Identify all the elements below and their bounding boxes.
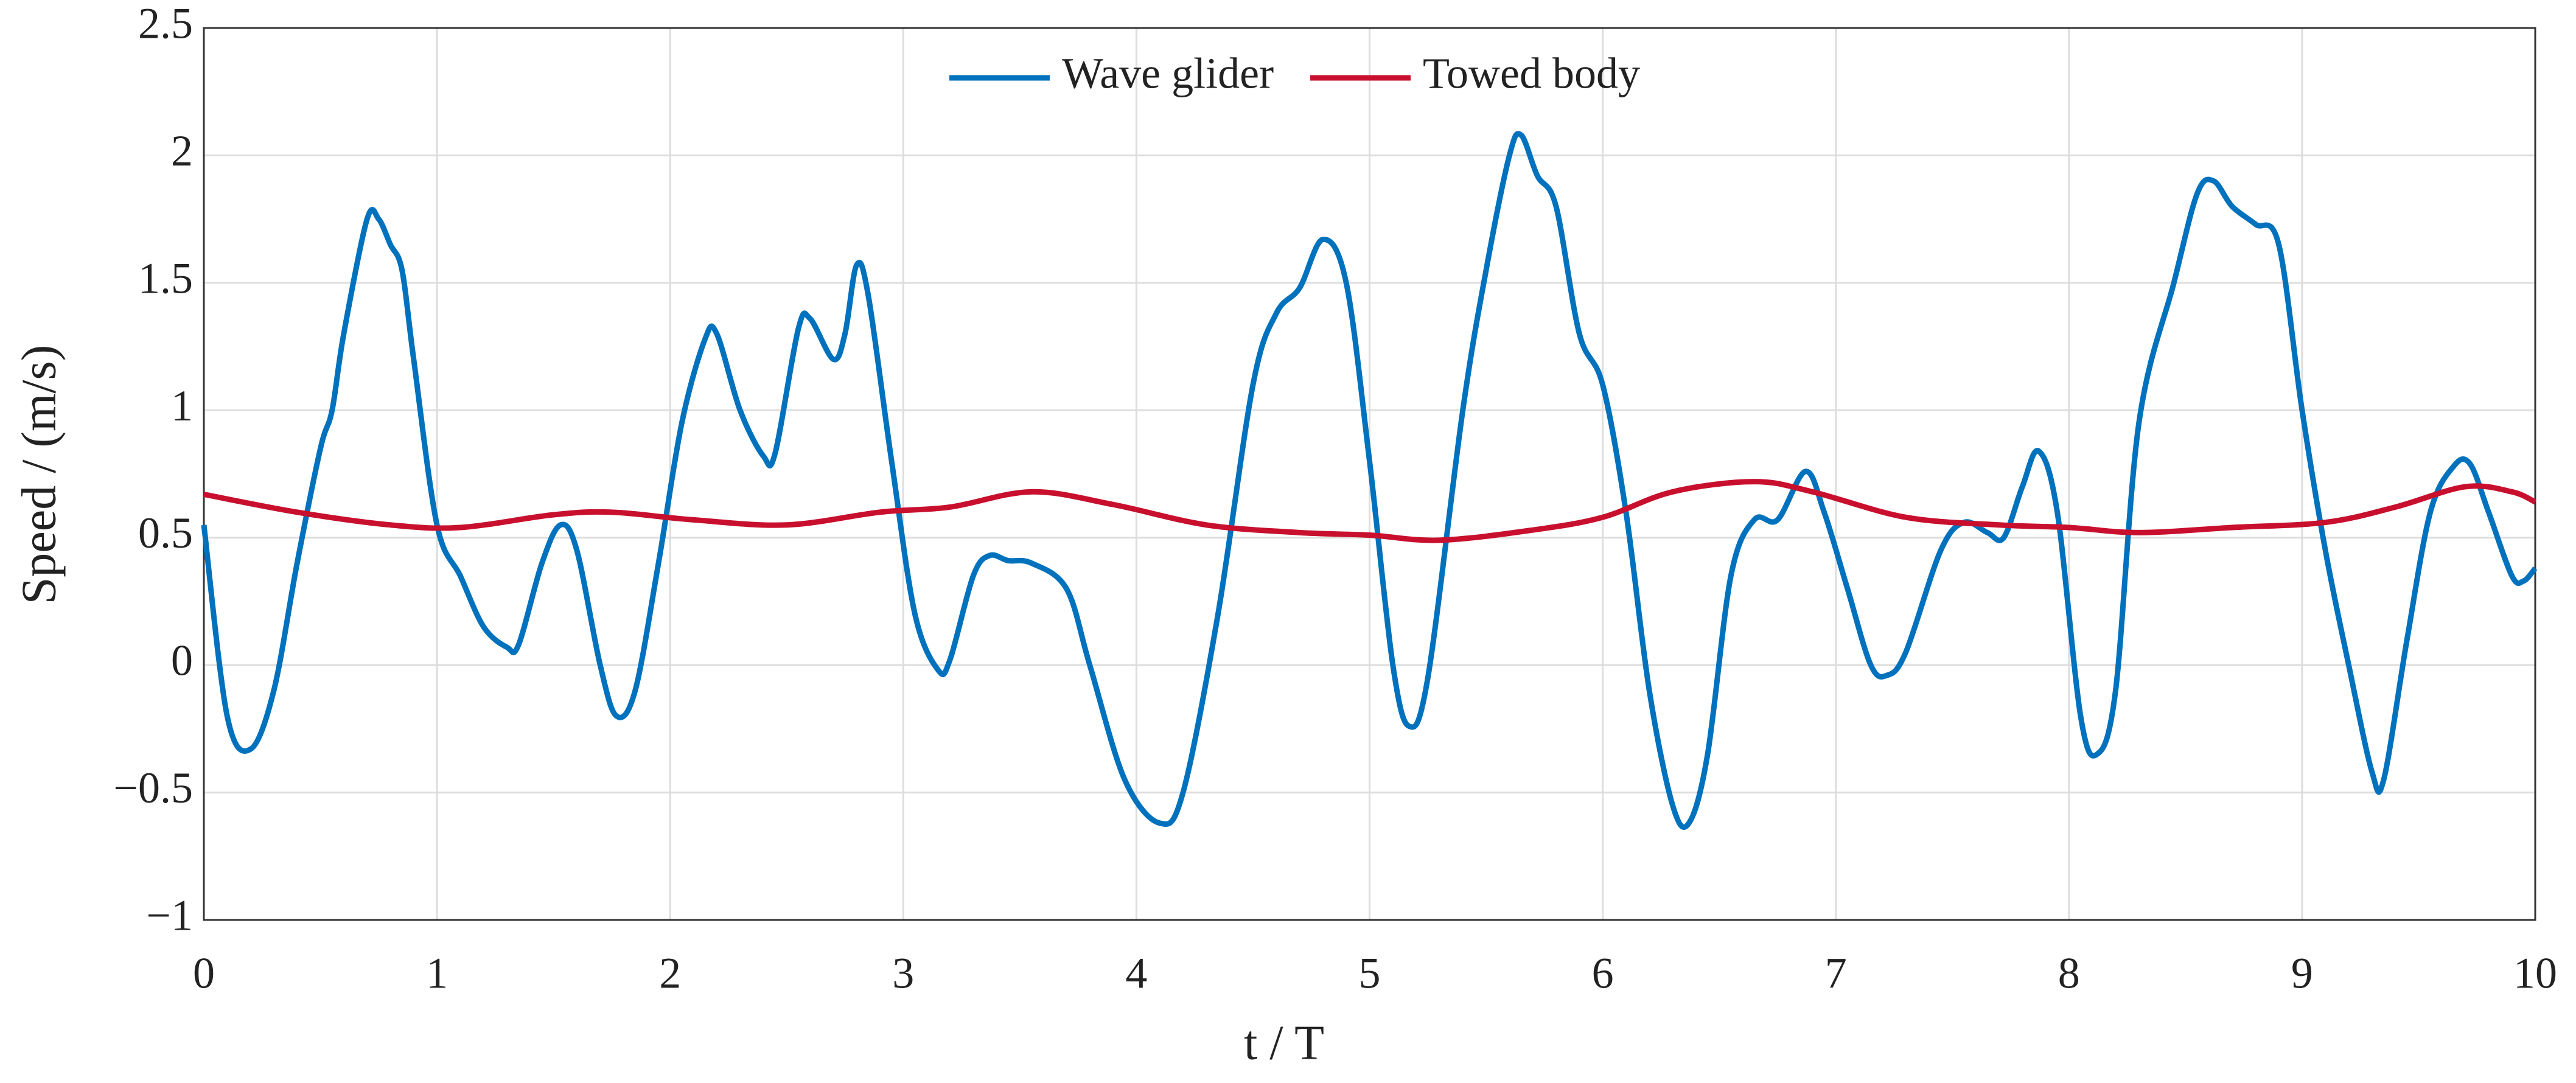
y-tick-label: 2.5 — [138, 0, 193, 48]
x-tick-label: 4 — [1125, 949, 1147, 998]
y-tick-label: −0.5 — [113, 764, 193, 812]
legend-label: Wave glider — [1062, 49, 1274, 98]
plot-frame — [203, 27, 2536, 921]
x-tick-label: 9 — [2291, 949, 2313, 998]
x-tick-label: 6 — [1592, 949, 1614, 998]
x-tick-label: 2 — [659, 949, 681, 998]
legend-label: Towed body — [1423, 49, 1640, 98]
y-tick-label: 2 — [171, 127, 193, 175]
y-tick-label: 1 — [171, 381, 193, 430]
data-line — [203, 479, 2536, 543]
x-axis-label: t / T — [1244, 1016, 1324, 1070]
x-tick-label: 3 — [892, 949, 914, 998]
x-tick-label: 1 — [426, 949, 448, 998]
x-tick-label: 10 — [2513, 949, 2557, 998]
y-tick-label: 1.5 — [138, 254, 193, 302]
y-tick-label: 0 — [171, 636, 193, 685]
x-tick-label: 7 — [1825, 949, 1847, 998]
y-tick-label: 0.5 — [138, 509, 193, 557]
x-tick-label: 5 — [1359, 949, 1381, 998]
x-tick-label: 0 — [193, 949, 215, 998]
x-tick-label: 8 — [2058, 949, 2080, 998]
y-axis-label: Speed / (m/s) — [12, 345, 66, 605]
data-line — [201, 131, 2538, 830]
y-tick-label: −1 — [146, 891, 193, 940]
